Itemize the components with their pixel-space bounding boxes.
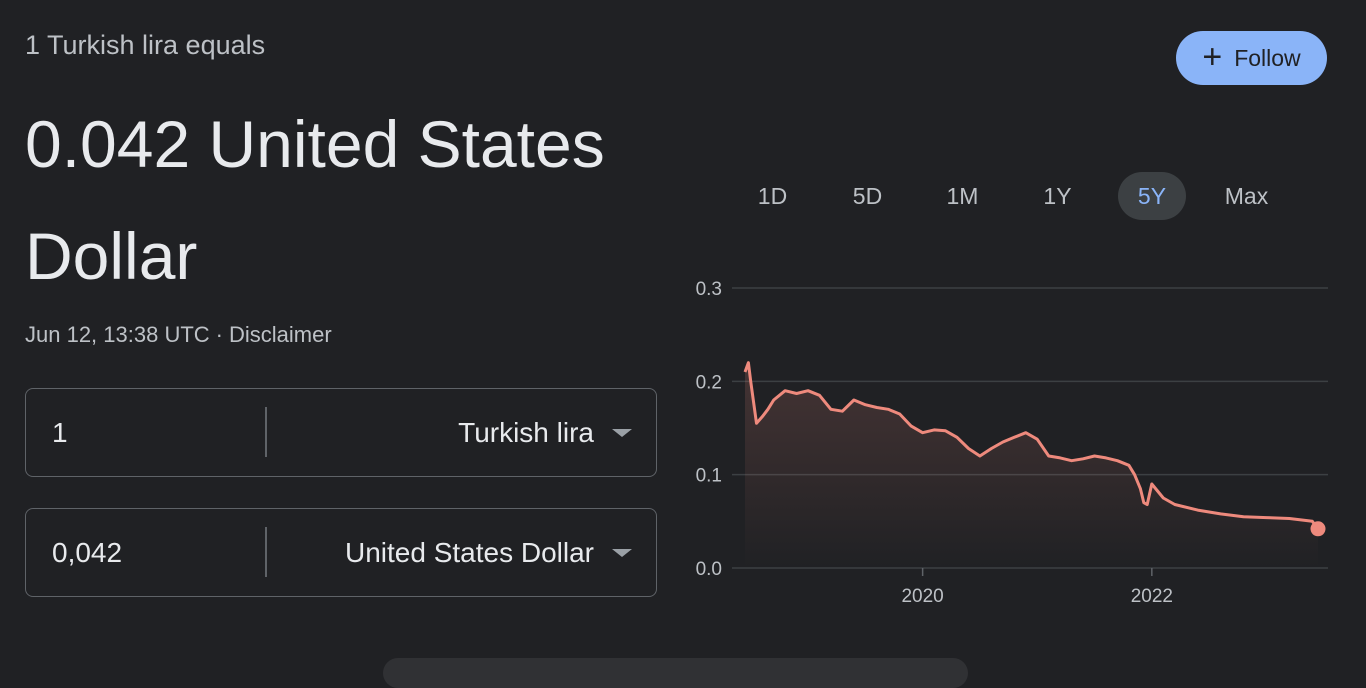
y-tick-label: 0.2 [696,372,722,393]
divider [265,407,267,457]
series-area [745,362,1318,568]
chevron-down-icon[interactable] [612,429,632,437]
conversion-label: 1 Turkish lira equals [25,30,266,60]
tab-1d[interactable]: 1D [757,182,788,209]
timestamp-line: Jun 12, 13:38 UTC · Disclaimer [25,322,332,348]
series-line [743,361,1320,530]
from-currency-row: 1 Turkish lira [25,388,657,477]
from-amount-input[interactable]: 1 [52,416,68,448]
separator: · [215,322,223,347]
x-tick-label: 2022 [1131,586,1173,607]
conversion-result: 0.042 United States Dollar [25,107,605,293]
disclaimer-link[interactable]: Disclaimer [229,322,332,347]
plus-icon: + [1202,37,1223,76]
last-point [1310,521,1326,537]
tab-max[interactable]: Max [1224,182,1269,209]
exchange-rate-chart: 0.3 0.2 0.1 0.0 2020 2022 [696,279,1328,607]
bottom-bar [383,658,968,688]
tab-1y[interactable]: 1Y [1043,182,1072,209]
y-tick-label: 0.0 [696,559,722,580]
follow-label: Follow [1234,44,1301,71]
to-amount-input[interactable]: 0,042 [52,536,123,568]
y-tick-label: 0.3 [696,279,722,300]
range-tabs: 1D 5D 1M 1Y 5Y Max [725,172,1294,220]
tab-5d[interactable]: 5D [852,182,883,209]
timestamp: Jun 12, 13:38 UTC [25,322,210,347]
follow-button[interactable]: + Follow [1176,31,1327,85]
tab-5y[interactable]: 5Y [1118,172,1186,220]
x-tick-label: 2020 [901,586,943,607]
to-currency-select[interactable]: United States Dollar [344,536,594,568]
divider [265,527,267,577]
chevron-down-icon[interactable] [612,549,632,557]
to-currency-row: 0,042 United States Dollar [25,508,657,597]
tab-1m[interactable]: 1M [946,182,979,209]
y-tick-label: 0.1 [696,466,722,487]
from-currency-select[interactable]: Turkish lira [458,416,594,448]
